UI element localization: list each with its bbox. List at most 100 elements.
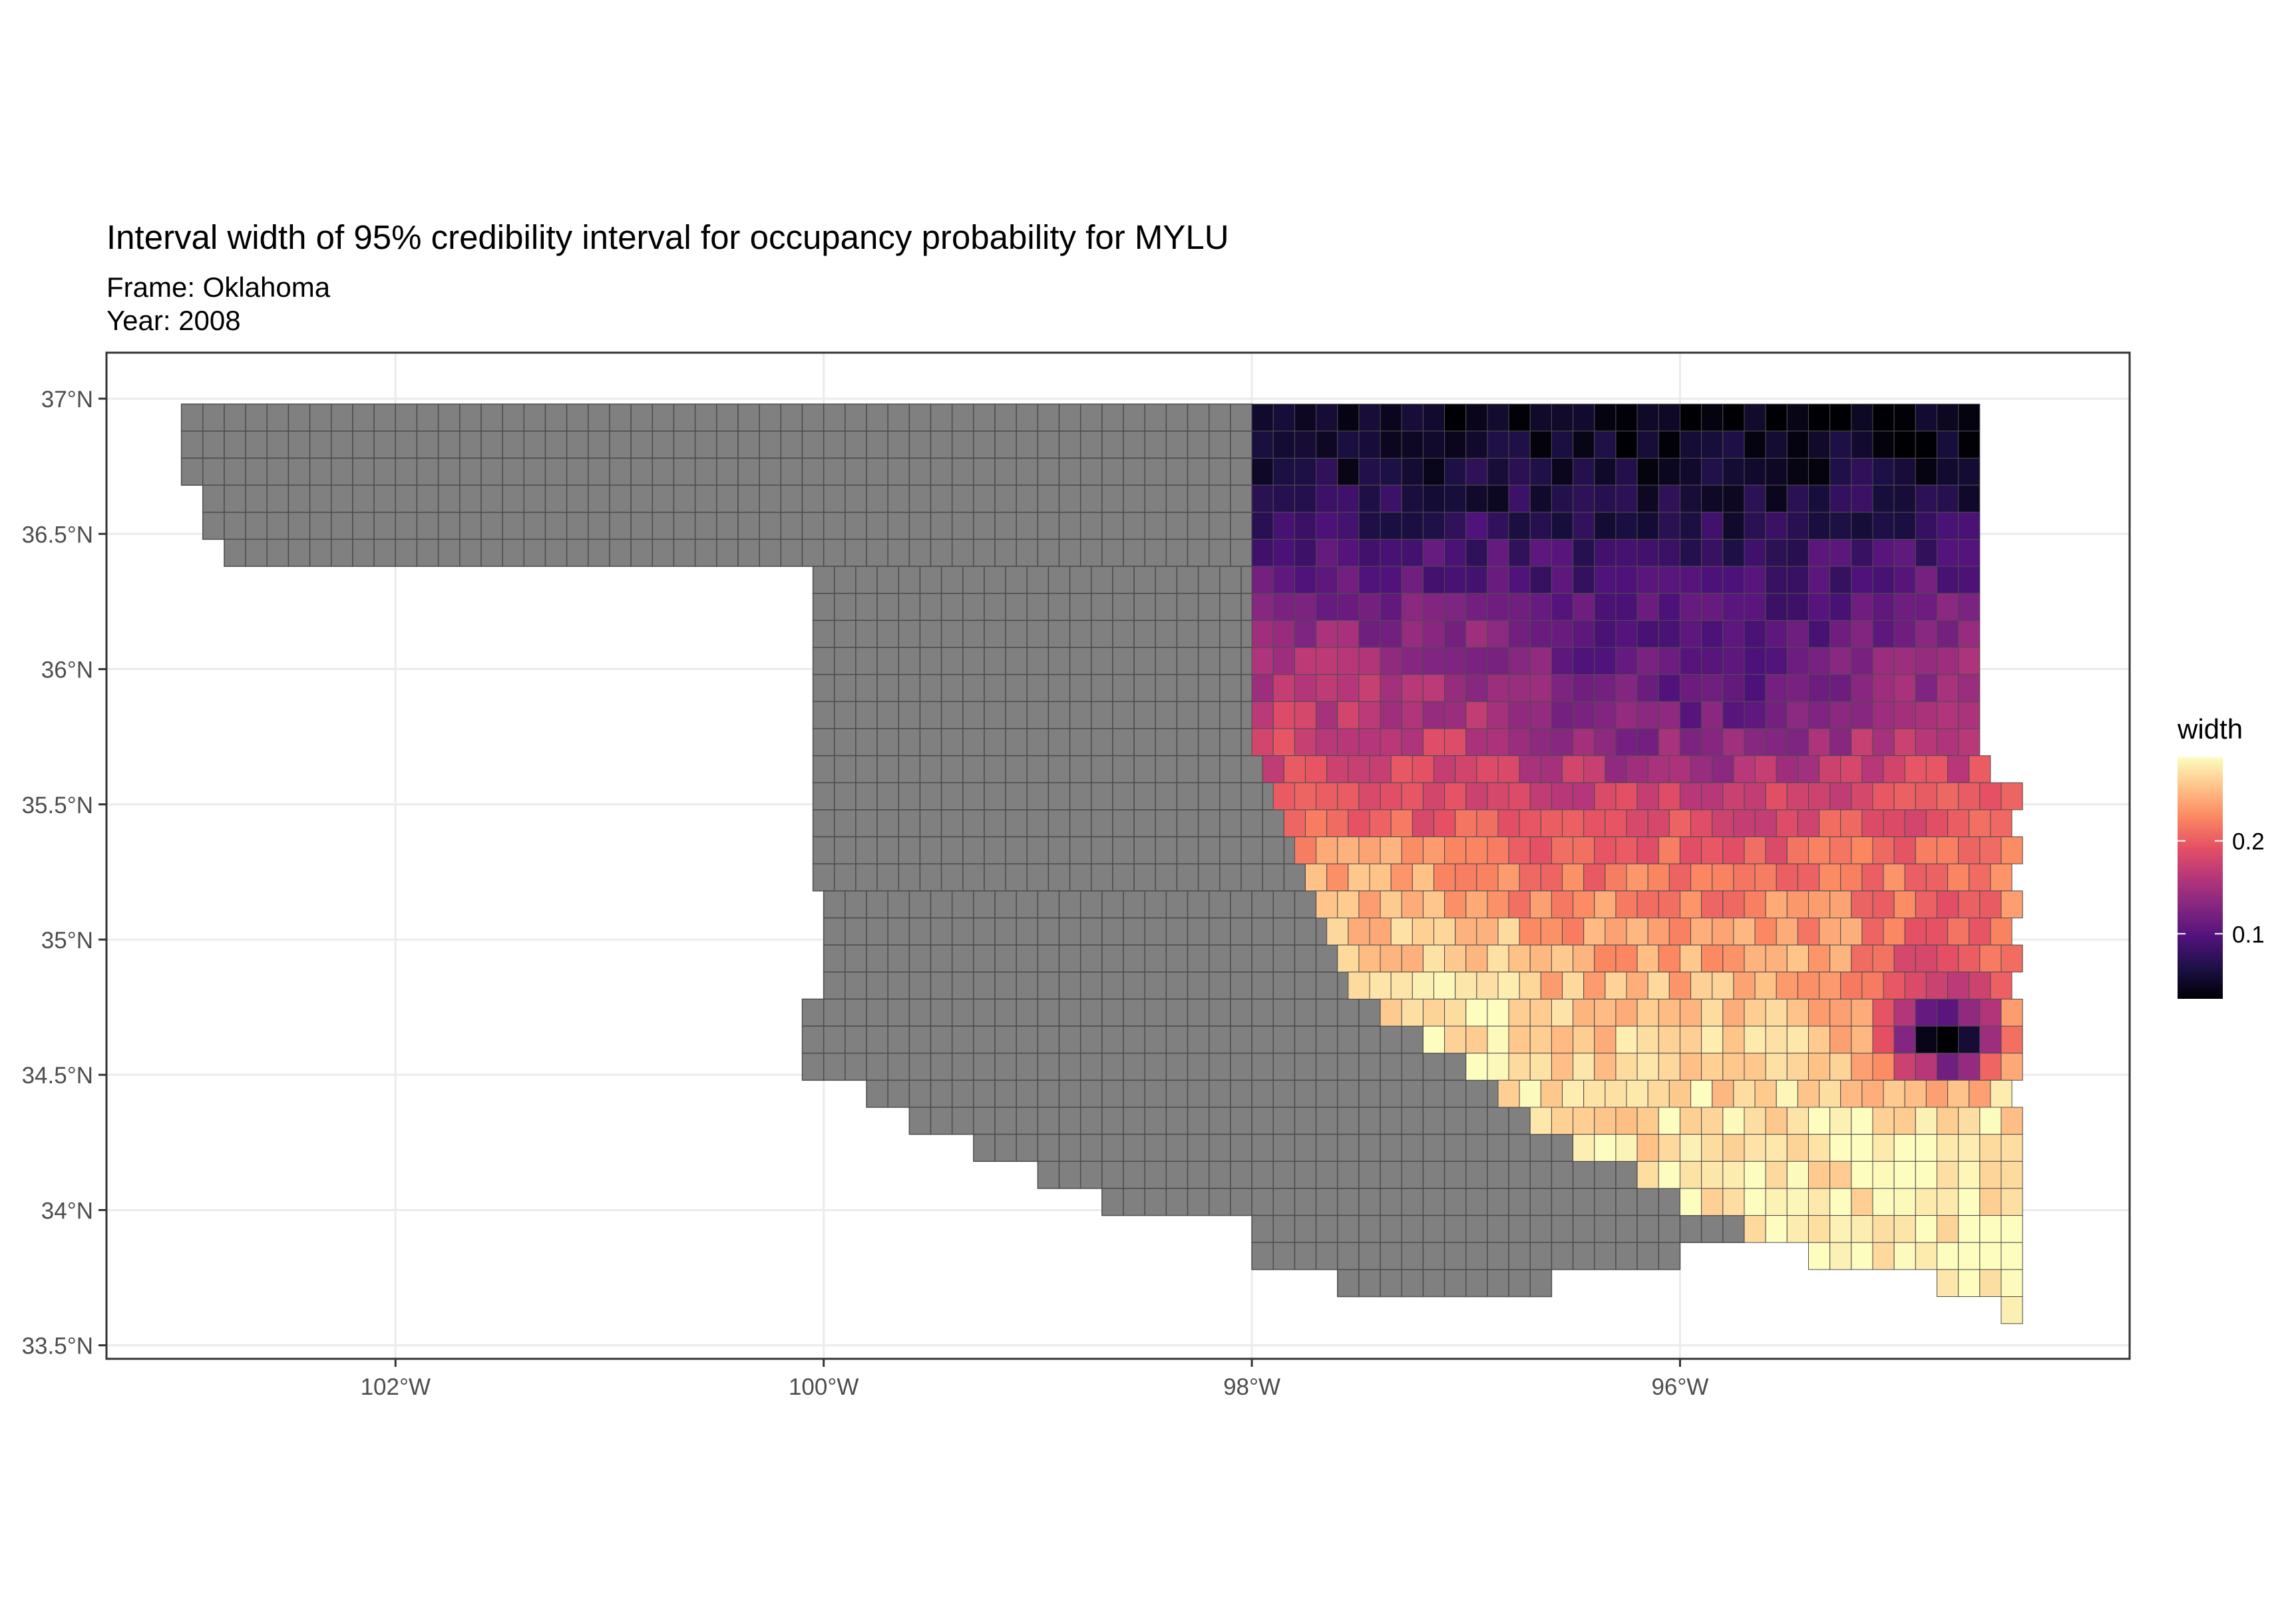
grid-cell <box>1497 1079 1520 1108</box>
grid-cell-na <box>716 403 739 432</box>
grid-cell <box>1701 890 1724 918</box>
grid-cell-na <box>1005 728 1028 757</box>
grid-cell-na <box>951 538 974 567</box>
grid-cell-na <box>395 538 418 567</box>
grid-cell <box>1594 566 1617 594</box>
panel-border <box>105 351 2131 1360</box>
grid-cell <box>1573 458 1595 486</box>
grid-cell <box>1733 863 1756 892</box>
grid-cell <box>1904 755 1927 783</box>
grid-cell-na <box>1197 836 1221 864</box>
grid-cell <box>1851 512 1873 540</box>
grid-cell-na <box>1101 944 1124 973</box>
grid-cell <box>1529 431 1552 459</box>
grid-cell <box>1358 782 1381 810</box>
grid-cell-na <box>1005 701 1028 729</box>
grid-cell <box>1636 1025 1659 1054</box>
grid-cell-na <box>1058 1052 1081 1081</box>
grid-cell-na <box>1251 972 1274 1000</box>
grid-cell-na <box>1048 566 1071 594</box>
grid-cell <box>1401 890 1424 918</box>
grid-cell-na <box>1048 701 1071 729</box>
grid-cell <box>1487 538 1509 567</box>
grid-cell <box>1422 593 1445 621</box>
grid-cell-na <box>673 538 696 567</box>
grid-cell-na <box>1123 431 1145 459</box>
grid-cell <box>1358 701 1381 729</box>
grid-cell-na <box>1380 1269 1402 1298</box>
grid-cell-na <box>1165 1107 1189 1135</box>
grid-cell <box>1936 998 1959 1027</box>
grid-cell-na <box>1133 647 1157 675</box>
grid-cell <box>1594 538 1617 567</box>
grid-cell <box>1573 647 1595 675</box>
grid-cell <box>1615 782 1638 810</box>
grid-cell-na <box>544 512 568 540</box>
grid-cell-na <box>1123 1025 1145 1054</box>
grid-cell-na <box>930 1079 953 1108</box>
grid-cell <box>1925 972 1949 999</box>
grid-cell-na <box>1048 809 1071 838</box>
grid-cell-na <box>1155 782 1178 810</box>
grid-cell-na <box>1219 592 1242 622</box>
grid-cell-na <box>951 512 974 540</box>
grid-cell-na <box>1101 917 1124 946</box>
grid-cell <box>1422 674 1445 702</box>
grid-cell-na <box>1037 512 1060 540</box>
grid-cell <box>1872 998 1895 1027</box>
grid-cell <box>1583 863 1606 892</box>
grid-cell <box>1712 755 1734 783</box>
grid-cell-na <box>1048 728 1071 757</box>
grid-cell <box>1786 538 1809 567</box>
grid-cell <box>1808 1188 1831 1216</box>
grid-cell <box>1529 890 1552 918</box>
grid-cell-na <box>940 592 964 622</box>
grid-cell-na <box>908 890 932 919</box>
grid-cell <box>1647 809 1670 838</box>
grid-cell <box>1658 538 1680 567</box>
grid-cell-na <box>1380 1052 1402 1081</box>
grid-cell <box>1851 782 1873 810</box>
grid-cell-na <box>1091 782 1113 810</box>
grid-cell <box>1615 647 1638 675</box>
grid-cell <box>1594 458 1617 486</box>
grid-cell <box>1808 1215 1831 1243</box>
grid-cell-na <box>266 484 289 513</box>
grid-cell <box>1883 972 1905 999</box>
grid-cell <box>1594 1107 1617 1135</box>
grid-cell <box>1969 809 1991 838</box>
grid-cell <box>1337 674 1360 702</box>
grid-cell <box>1690 917 1713 946</box>
grid-cell-na <box>919 647 942 675</box>
grid-cell <box>1765 538 1788 567</box>
grid-cell-na <box>331 403 353 432</box>
grid-cell <box>1936 1215 1959 1243</box>
grid-cell <box>1808 998 1831 1027</box>
grid-cell <box>1979 998 2002 1027</box>
grid-cell <box>1487 782 1509 810</box>
grid-cell <box>1626 809 1648 838</box>
grid-cell <box>1658 593 1680 621</box>
grid-cell <box>1915 1242 1937 1270</box>
grid-cell-na <box>855 836 878 864</box>
grid-cell <box>1808 620 1831 648</box>
grid-cell-na <box>1176 728 1199 757</box>
grid-cell-na <box>1026 647 1050 675</box>
grid-cell-na <box>502 457 525 486</box>
grid-cell-na <box>1197 566 1221 594</box>
grid-cell-na <box>459 431 482 459</box>
grid-cell <box>1529 620 1552 648</box>
grid-cell <box>1819 863 1841 892</box>
grid-cell <box>1658 890 1680 918</box>
grid-cell-na <box>1069 863 1092 892</box>
grid-cell-na <box>1294 1133 1317 1163</box>
grid-cell-na <box>1058 512 1081 540</box>
grid-cell <box>1872 674 1895 702</box>
grid-cell-na <box>1208 1107 1231 1135</box>
grid-cell <box>1326 917 1349 946</box>
grid-cell <box>1958 998 1981 1027</box>
grid-cell <box>1893 1188 1916 1216</box>
grid-cell <box>1872 1242 1895 1270</box>
grid-cell-na <box>1336 1188 1360 1216</box>
grid-cell <box>1508 566 1531 594</box>
